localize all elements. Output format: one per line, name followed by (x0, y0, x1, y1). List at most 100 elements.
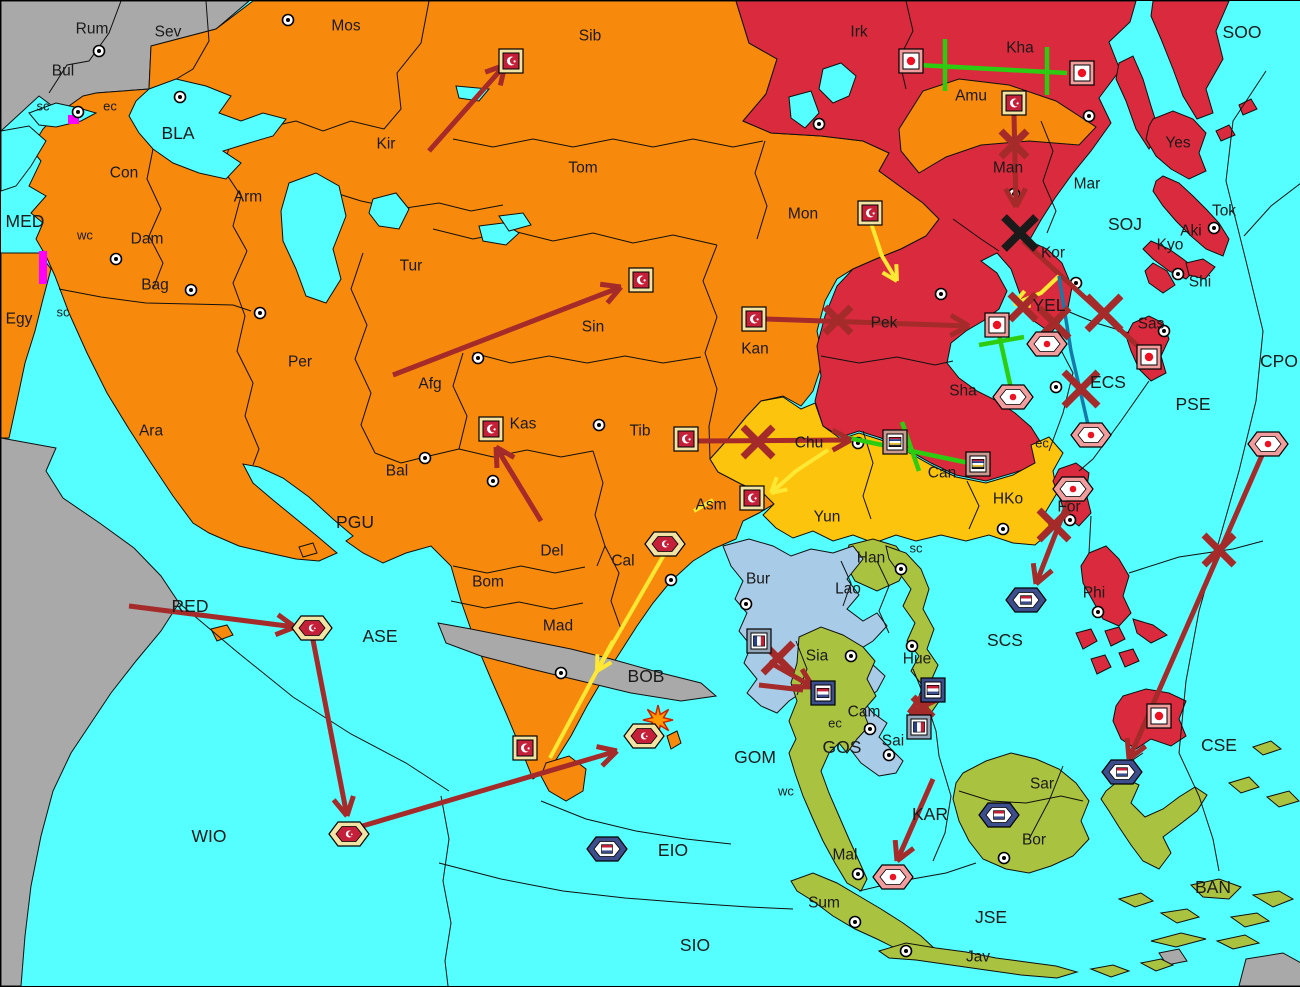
sc-core (744, 602, 748, 606)
unit-japan-fleet-For[interactable] (1053, 477, 1093, 501)
unit-turkey-army-Mad[interactable] (513, 736, 537, 760)
unit-japan-army-Sas[interactable] (1137, 345, 1161, 369)
unit-turkey-army-Kan[interactable] (742, 307, 766, 331)
unit-netherlands-fleet-SCS[interactable] (1006, 588, 1046, 612)
unit-japan-fleet-Sha[interactable] (993, 385, 1033, 409)
flag-stripe (753, 636, 757, 646)
unit-turkey-fleet-WIO[interactable] (329, 822, 369, 846)
unit-netherlands-fleet-CSE[interactable] (1102, 760, 1142, 784)
crescent-star (755, 497, 757, 499)
flag-stripe (817, 691, 829, 694)
coast-label: sc (57, 305, 71, 320)
sea-label: PGU (336, 512, 374, 532)
unit-japan-fleet-KAR[interactable] (873, 865, 913, 889)
sc-core (904, 949, 908, 953)
province-label: Egy (6, 311, 33, 328)
province-label: Lao (835, 581, 861, 598)
sc-core (97, 49, 101, 53)
province-label: Phi (1083, 585, 1105, 602)
sun-disc-icon (1010, 394, 1017, 401)
sea-label: WIO (192, 826, 227, 846)
province-label: Jav (966, 949, 990, 966)
sc-core (1074, 281, 1078, 285)
sc-core (559, 671, 563, 675)
province-label: Kan (741, 341, 769, 358)
flag-stripe (972, 461, 984, 463)
crescent-mask (685, 435, 692, 442)
sc-core (1087, 114, 1091, 118)
province-label: Bur (746, 571, 770, 588)
unit-japan-fleet-YEL[interactable] (1027, 332, 1067, 356)
flag-stripe (917, 722, 921, 732)
unit-japan-army-Kha-e[interactable] (1070, 61, 1094, 85)
unit-japan-army-Kha-w[interactable] (899, 49, 923, 73)
province-label: Bom (472, 574, 504, 591)
supply-center-dot (1093, 607, 1104, 618)
unit-japan-fleet-CPO[interactable] (1248, 432, 1288, 456)
crescent-star (351, 833, 353, 835)
flag-stripe (889, 441, 901, 443)
sc-core (887, 753, 891, 757)
sea-label: ECS (1090, 372, 1126, 392)
flag-stripe (602, 848, 613, 851)
sea-label: BAN (1195, 877, 1231, 897)
unit-japan-army-Pek[interactable] (985, 313, 1009, 337)
province-label: Kor (1041, 245, 1065, 262)
province-label: Asm (696, 497, 727, 514)
crescent-mask (869, 209, 876, 216)
unit-turkey-army-Amu[interactable] (1002, 91, 1026, 115)
province-label: Shi (1189, 274, 1211, 291)
sc-core (491, 479, 495, 483)
unit-netherlands-fleet-EIO[interactable] (587, 837, 627, 861)
flag-stripe (1021, 601, 1032, 604)
unit-turkey-army-Asm[interactable] (740, 486, 764, 510)
unit-turkey-fleet-Cal[interactable] (645, 532, 685, 556)
sc-core (1176, 272, 1180, 276)
supply-center-dot (473, 353, 484, 364)
arrowhead (1127, 738, 1129, 759)
unit-france-army-Bur[interactable] (747, 629, 771, 653)
sea-label: MED (6, 211, 45, 231)
unit-netherlands-fleet-Sar[interactable] (979, 803, 1019, 827)
unit-turkey-army-Mon[interactable] (858, 201, 882, 225)
flag-stripe (972, 463, 984, 465)
province-label: Hue (903, 651, 931, 668)
province-label: Pek (871, 315, 898, 332)
supply-center-dot (111, 254, 122, 265)
sun-disc-icon (993, 321, 1001, 329)
crescent-mask (348, 831, 354, 837)
unit-turkey-fleet-ASE[interactable] (292, 616, 332, 640)
sun-disc-icon (1088, 432, 1095, 439)
coast-label: wc (777, 784, 794, 799)
unit-china-army-Can-w[interactable] (883, 430, 907, 454)
unit-turkey-army-Sib[interactable] (499, 49, 523, 73)
sc-core (1002, 856, 1006, 860)
province-label: For (1057, 499, 1080, 516)
coast-label: sc (37, 99, 51, 114)
sun-disc-icon (1078, 69, 1086, 77)
unit-china-army-Can-e[interactable] (966, 452, 990, 476)
unit-turkey-army-Sin[interactable] (629, 268, 653, 292)
unit-netherlands-army-Hue[interactable] (921, 678, 945, 702)
unit-japan-fleet-ECS[interactable] (1071, 423, 1111, 447)
sea-label: KAR (912, 804, 948, 824)
unit-japan-army-Min[interactable] (1147, 704, 1171, 728)
flag-stripe (927, 688, 939, 691)
unit-france-army-Sai[interactable] (907, 715, 931, 739)
province-label: Bor (1022, 832, 1046, 849)
province-label: Ara (139, 423, 164, 440)
supply-center-dot (420, 453, 431, 464)
province-label: Yun (814, 509, 841, 526)
unit-turkey-fleet-Cey[interactable] (624, 724, 664, 748)
sc-core (1212, 226, 1216, 230)
supply-center-dot (1209, 223, 1220, 234)
flag-stripe (927, 692, 939, 695)
province-label: Cam (848, 704, 881, 721)
crescent-mask (643, 733, 649, 739)
unit-netherlands-army-Sia[interactable] (811, 681, 835, 705)
unit-turkey-army-Tib[interactable] (674, 427, 698, 451)
supply-center-dot (884, 750, 895, 761)
sc-core (669, 578, 673, 582)
unit-turkey-army-Kas[interactable] (479, 417, 503, 441)
